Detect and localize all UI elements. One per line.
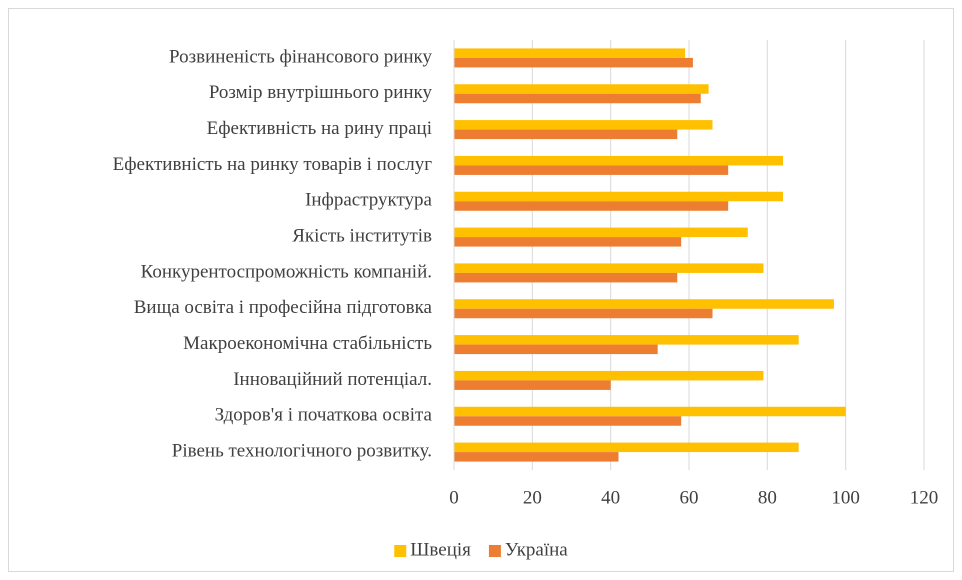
bar: [454, 416, 682, 426]
x-tick-label: 60: [680, 487, 699, 508]
legend-swatch: [488, 545, 501, 557]
legend-swatch: [394, 545, 407, 557]
legend-label: Україна: [505, 539, 568, 560]
bar: [454, 120, 713, 130]
y-tick-label: Макроекономічна стабільність: [183, 333, 432, 354]
bar: [454, 93, 701, 104]
x-tick-label: 20: [523, 487, 542, 508]
y-tick-label: Якість інститутів: [292, 225, 432, 246]
y-tick-label: Розмір внутрішнього ринку: [209, 82, 433, 103]
bar: [454, 191, 783, 202]
y-tick-label: Ефективність на рину праці: [207, 118, 432, 139]
y-tick-label: Вища освіта і професійна підготовка: [134, 297, 433, 318]
bar: [454, 370, 764, 381]
bar: [454, 272, 678, 283]
bar: [454, 129, 678, 140]
bar: [454, 155, 783, 166]
x-tick-label: 40: [601, 487, 620, 508]
bar: [454, 335, 799, 345]
y-tick-label: Інноваційний потенціал.: [233, 369, 432, 390]
bar: [454, 344, 658, 355]
bar: [454, 452, 619, 462]
x-tick-label: 120: [910, 487, 939, 508]
bar: [454, 308, 713, 319]
bar: [454, 165, 729, 175]
bar: [454, 227, 748, 238]
x-tick-label: 100: [831, 487, 860, 508]
bar: [454, 380, 611, 390]
x-tick-label: 0: [449, 487, 459, 508]
y-tick-label: Інфраструктура: [305, 190, 432, 211]
bar: [454, 442, 799, 453]
y-tick-label: Ефективність на ринку товарів і послуг: [113, 154, 433, 175]
legend-label: Швеція: [410, 539, 471, 560]
y-tick-label: Здоров'я і початкова освіта: [215, 405, 433, 426]
bar: [454, 299, 834, 309]
y-tick-label: Рівень технологічного розвитку.: [172, 440, 432, 461]
bar: [454, 57, 693, 68]
x-tick-label: 80: [758, 487, 777, 508]
bar: [454, 84, 709, 94]
bar: [454, 237, 682, 247]
y-tick-label: Конкурентоспроможність компаній.: [141, 261, 432, 282]
bar: [454, 263, 764, 273]
bar: [454, 406, 846, 417]
y-tick-label: Розвиненість фінансового ринку: [169, 46, 432, 67]
bar: [454, 48, 686, 58]
bar: [454, 201, 729, 211]
